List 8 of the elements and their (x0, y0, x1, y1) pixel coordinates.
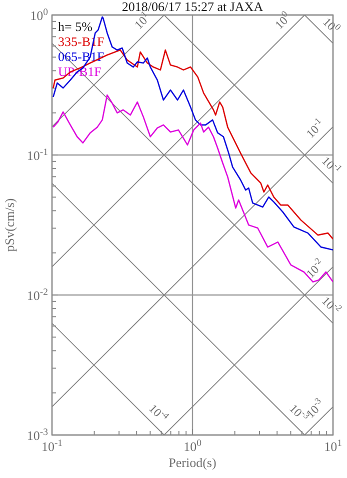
y-tick-label: 10$^{-2}$ (26, 286, 48, 303)
y-tick-label: 10$^{0}$ (30, 6, 48, 23)
y-axis-title: pSv(cm/s) (2, 198, 17, 252)
x-tick-label: 10$^{0}$ (184, 438, 202, 454)
y-tick-label: 10$^{-1}$ (26, 146, 48, 163)
x-axis-title: Period(s) (168, 455, 216, 470)
annotation: h= 5% (58, 19, 93, 34)
x-tick-label: 10$^{1}$ (324, 438, 342, 454)
